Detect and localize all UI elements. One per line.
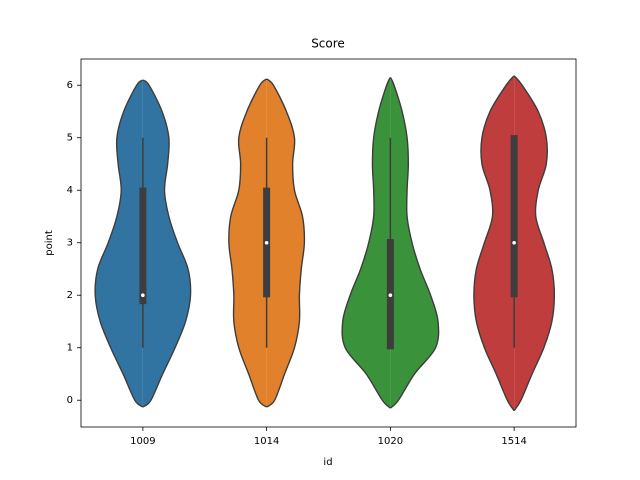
violin-outline-right (389, 77, 440, 409)
y-tick-label: 0 (67, 395, 73, 406)
box (139, 187, 147, 305)
violin-left (95, 79, 143, 408)
x-tick-label: 1514 (501, 436, 526, 447)
y-axis-label: point (44, 230, 55, 256)
violin-right (390, 77, 439, 409)
median (141, 293, 145, 298)
median (388, 293, 393, 298)
x-tick-label: 1009 (130, 436, 155, 447)
violin-left (342, 77, 391, 409)
violin-left (228, 78, 267, 408)
box (510, 135, 518, 298)
y-tick-label: 6 (67, 80, 73, 91)
median (512, 240, 516, 245)
violin-outline-left (473, 75, 515, 412)
plot-frame (80, 58, 577, 428)
violin-right (514, 75, 555, 411)
violin-right (142, 79, 191, 408)
violin-outline-left (341, 77, 392, 409)
x-tick-label: 1020 (378, 436, 403, 447)
y-tick-label: 5 (67, 133, 73, 144)
violin-right (266, 78, 305, 408)
y-tick-label: 4 (67, 185, 73, 196)
violin-outline-left (228, 78, 268, 408)
x-tick-label: 1014 (254, 436, 279, 447)
y-tick-label: 2 (67, 290, 73, 301)
violin-outline-left (94, 79, 144, 408)
median (264, 240, 269, 245)
x-axis-label: id (323, 457, 332, 468)
violin-outline-right (266, 78, 306, 408)
violin-outline-right (513, 75, 556, 412)
y-tick-label: 1 (67, 343, 73, 354)
violin-left (473, 75, 515, 411)
violin-outline-right (142, 79, 192, 408)
y-tick-label: 3 (67, 238, 73, 249)
chart-title: Score (311, 37, 345, 51)
